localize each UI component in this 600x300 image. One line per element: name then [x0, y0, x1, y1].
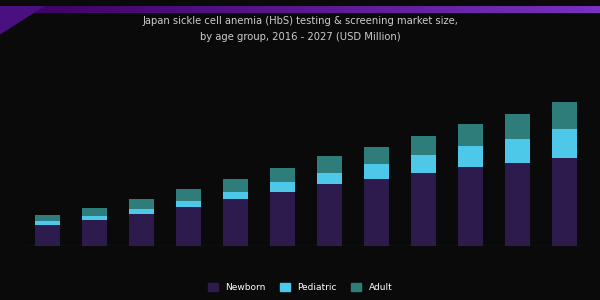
Bar [128, 214, 154, 246]
Bar [128, 209, 154, 214]
Bar [364, 147, 389, 164]
Bar [458, 146, 484, 167]
Bar [269, 192, 295, 246]
Bar [317, 172, 343, 184]
Bar [505, 163, 530, 246]
Bar [176, 201, 202, 207]
Bar [176, 190, 202, 201]
Bar [82, 216, 107, 220]
Bar [505, 139, 530, 163]
Bar [551, 102, 577, 129]
Bar [505, 114, 530, 139]
Bar [82, 208, 107, 216]
Bar [223, 179, 248, 192]
Bar [223, 199, 248, 246]
Text: Japan sickle cell anemia (HbS) testing & screening market size,: Japan sickle cell anemia (HbS) testing &… [142, 16, 458, 26]
Polygon shape [0, 6, 45, 34]
Bar [35, 214, 61, 221]
Bar [82, 220, 107, 246]
Bar [410, 136, 436, 155]
Text: by age group, 2016 - 2027 (USD Million): by age group, 2016 - 2027 (USD Million) [200, 32, 400, 41]
Bar [128, 199, 154, 209]
Bar [317, 184, 343, 246]
Bar [364, 179, 389, 246]
Bar [269, 168, 295, 182]
Legend: Newborn, Pediatric, Adult: Newborn, Pediatric, Adult [204, 279, 396, 296]
Bar [364, 164, 389, 179]
Bar [223, 192, 248, 199]
Bar [551, 129, 577, 158]
Bar [269, 182, 295, 192]
Bar [458, 167, 484, 246]
Bar [410, 155, 436, 173]
Bar [35, 225, 61, 246]
Bar [458, 124, 484, 146]
Bar [317, 156, 343, 172]
Bar [176, 207, 202, 246]
Bar [35, 221, 61, 225]
Bar [410, 173, 436, 246]
Bar [551, 158, 577, 246]
